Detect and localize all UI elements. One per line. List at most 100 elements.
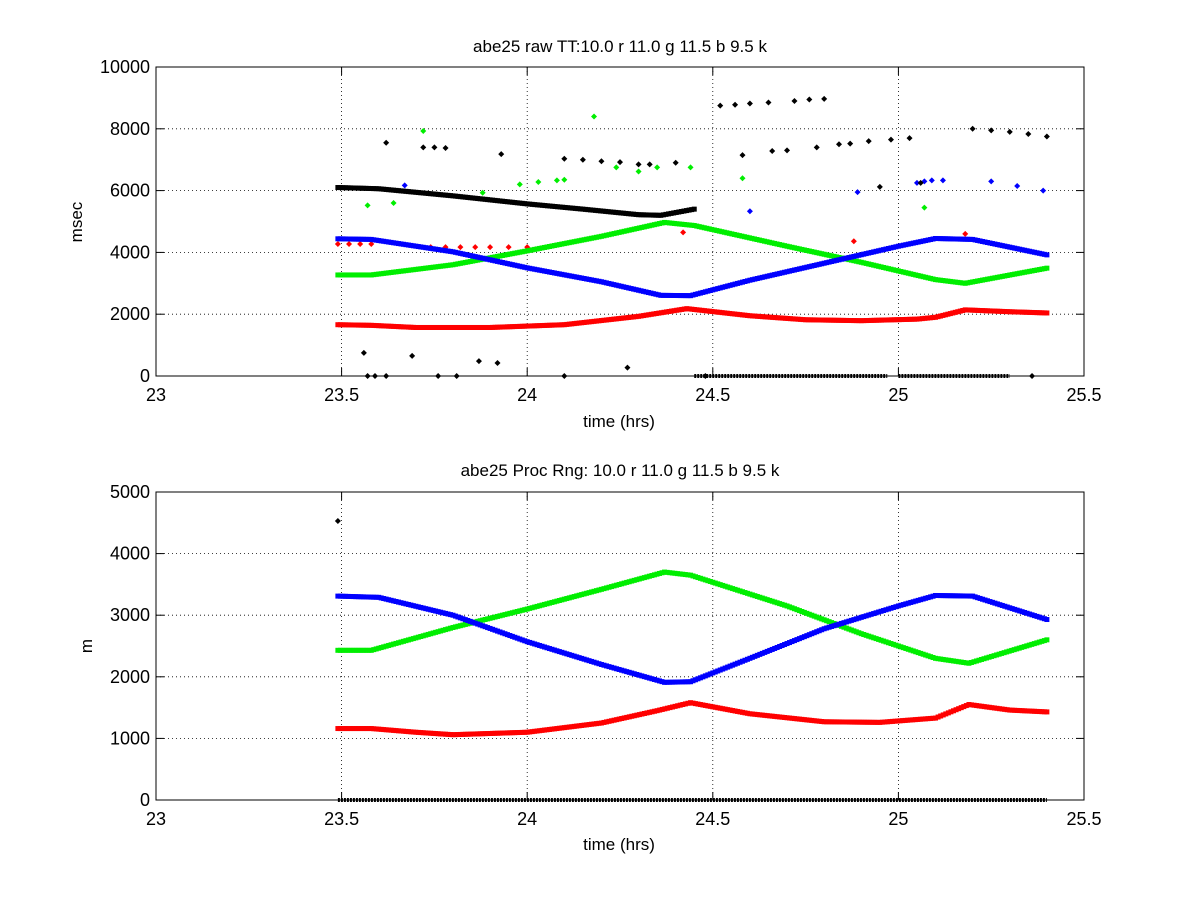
y-tick-label: 2000 xyxy=(110,667,150,687)
y-tick-label: 6000 xyxy=(110,181,150,201)
curve-point xyxy=(762,314,768,320)
scatter-point xyxy=(442,144,449,151)
curve-point xyxy=(534,202,540,208)
curve-point xyxy=(1004,649,1010,655)
curve-point xyxy=(782,243,788,249)
curve-point xyxy=(734,232,740,238)
curve-point xyxy=(621,668,627,674)
curve-point xyxy=(603,232,609,238)
curve-point xyxy=(337,272,343,278)
curve-point xyxy=(686,207,692,213)
curve-point xyxy=(371,594,377,600)
curve-point xyxy=(927,315,933,321)
curve-point xyxy=(764,239,770,245)
curve-point xyxy=(649,222,655,228)
curve-point xyxy=(1044,617,1050,623)
curve-point xyxy=(986,654,992,660)
curve-point xyxy=(709,226,715,232)
curve-point xyxy=(651,311,657,317)
curve-point xyxy=(345,236,351,242)
curve-point xyxy=(940,656,946,662)
scatter-point xyxy=(401,182,408,189)
scatter-point xyxy=(561,373,568,379)
curve-point xyxy=(598,720,604,726)
curve-point xyxy=(869,719,875,725)
scatter-point xyxy=(368,241,375,248)
curve-point xyxy=(772,315,778,321)
curve-point xyxy=(619,581,625,587)
curve-point xyxy=(682,701,688,707)
curve-point xyxy=(337,647,343,653)
curve-point xyxy=(958,705,964,711)
curve-point xyxy=(348,593,354,599)
curve-point xyxy=(667,705,673,711)
curve-point xyxy=(1044,310,1050,316)
curve-point xyxy=(603,585,609,591)
curve-point xyxy=(925,315,931,321)
curve-point xyxy=(646,223,652,229)
curve-point xyxy=(902,717,908,723)
curve-point xyxy=(858,318,864,324)
scatter-point xyxy=(1006,128,1013,135)
curve-point xyxy=(823,317,829,323)
scatter-point xyxy=(357,241,364,248)
plot-frame xyxy=(155,491,1085,801)
curve-point xyxy=(719,229,725,235)
curve-point xyxy=(629,670,635,676)
scatter-point xyxy=(479,189,486,196)
scatter-point xyxy=(939,177,946,184)
curve-point xyxy=(876,317,882,323)
curve-point xyxy=(560,204,566,210)
scatter-point xyxy=(561,155,568,162)
curve-point xyxy=(712,309,718,315)
curve-point xyxy=(749,313,755,319)
curve-point xyxy=(666,211,672,217)
curve-point xyxy=(852,719,858,725)
curve-point xyxy=(373,186,379,192)
curve-point xyxy=(951,658,957,664)
curve-point xyxy=(681,306,687,312)
curve-point xyxy=(621,715,627,721)
curve-point xyxy=(641,710,647,716)
scatter-point xyxy=(617,159,623,166)
curve-point xyxy=(626,714,632,720)
curve-point xyxy=(808,317,814,323)
y-tick-label: 3000 xyxy=(110,605,150,625)
curve-point xyxy=(350,185,356,191)
curve-point xyxy=(714,309,720,315)
curve-point xyxy=(373,594,379,600)
curve-point xyxy=(996,651,1002,657)
curve-point xyxy=(948,658,954,664)
x-tick-label: 25 xyxy=(888,809,908,829)
curve-point xyxy=(780,315,786,321)
curve-point xyxy=(938,713,944,719)
curve-point xyxy=(1016,645,1022,651)
curve-point xyxy=(868,317,874,323)
curve-point xyxy=(976,703,982,709)
curve-point xyxy=(623,210,629,216)
scatter-point xyxy=(921,204,928,211)
curve-point xyxy=(363,236,369,242)
scatter-point xyxy=(717,102,724,109)
curve-point xyxy=(644,574,650,580)
curve-point xyxy=(843,317,849,323)
curve-point xyxy=(677,702,683,708)
curve-point xyxy=(337,593,343,599)
curve-point xyxy=(863,318,869,324)
curve-point xyxy=(805,317,811,323)
y-axis-label: msec xyxy=(67,201,86,242)
curve-point xyxy=(654,221,660,227)
curve-point xyxy=(680,571,686,577)
curve-point xyxy=(368,594,374,600)
curve-point xyxy=(626,227,632,233)
curve-point xyxy=(669,570,675,576)
curve-point xyxy=(749,235,755,241)
curve-point xyxy=(757,313,763,319)
curve-point xyxy=(841,317,847,323)
curve-point xyxy=(542,203,548,209)
curve-point xyxy=(654,708,660,714)
curve-point xyxy=(353,726,359,732)
curve-point xyxy=(679,306,685,312)
curve-point xyxy=(834,719,840,725)
